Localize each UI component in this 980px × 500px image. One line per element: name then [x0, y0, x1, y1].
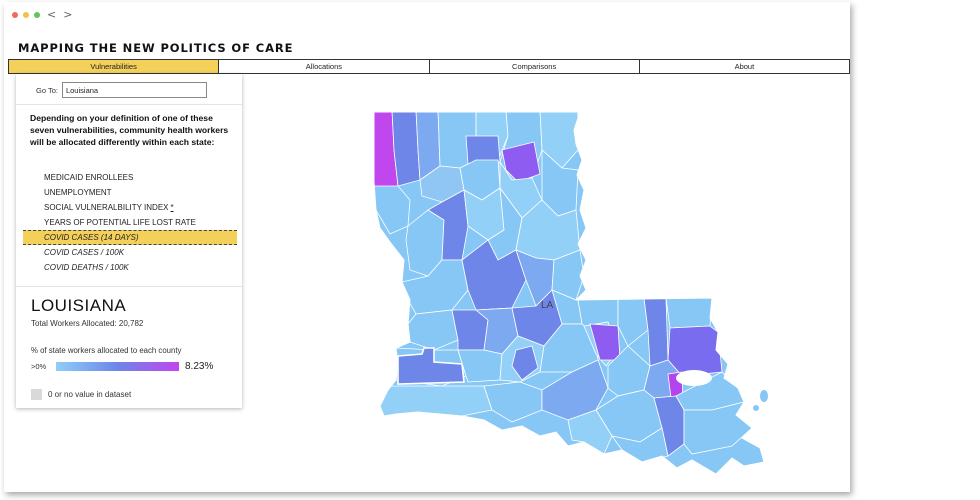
asterisk-info-icon[interactable]: * [170, 203, 174, 212]
vulnerability-covid-deaths-per-100k[interactable]: COVID DEATHS / 100K [23, 260, 237, 275]
state-outline [373, 111, 765, 475]
legend-gradient-bar [56, 362, 179, 371]
island-shape [760, 390, 768, 402]
no-data-legend: 0 or no value in dataset [31, 389, 131, 400]
divider [16, 104, 242, 105]
vulnerability-label: COVID CASES / 100K [44, 248, 125, 257]
vulnerability-covid-cases-14-days[interactable]: COVID CASES (14 DAYS) [23, 230, 237, 245]
parish-shape[interactable] [511, 345, 539, 381]
vulnerability-label: MEDICAID ENROLLEES [44, 173, 134, 182]
vulnerability-label: SOCIAL VULNERALBILITY INDEX [44, 203, 169, 212]
parish-shape[interactable] [539, 110, 579, 169]
legend: >0% 8.23% [31, 361, 213, 372]
vulnerability-unemployment[interactable]: UNEMPLOYMENT [23, 185, 237, 200]
back-arrow-icon[interactable]: < [47, 8, 57, 21]
intro-text: Depending on your definition of one of t… [30, 113, 229, 147]
goto-row: Go To: [36, 82, 207, 98]
minimize-window-icon[interactable] [23, 12, 29, 18]
goto-label: Go To: [36, 85, 58, 95]
vulnerability-label: YEARS OF POTENTIAL LIFE LOST RATE [44, 218, 196, 227]
vulnerability-medicaid-enrollees[interactable]: MEDICAID ENROLLEES [23, 170, 237, 185]
tab-vulnerabilities[interactable]: Vulnerabilities [9, 60, 220, 73]
parish-shape[interactable] [427, 189, 469, 261]
legend-max-label: 8.23% [185, 361, 214, 372]
parish-shape[interactable] [551, 249, 585, 301]
divider [16, 286, 242, 287]
louisiana-parish-map[interactable] [372, 110, 772, 482]
control-panel: Go To: Depending on your definition of o… [16, 74, 242, 408]
no-data-swatch [31, 389, 42, 400]
close-window-icon[interactable] [12, 12, 18, 18]
vulnerability-label: UNEMPLOYMENT [44, 188, 112, 197]
tab-about[interactable]: About [734, 62, 755, 71]
vulnerability-covid-cases-per-100k[interactable]: COVID CASES / 100K [23, 245, 237, 260]
no-data-label: 0 or no value in dataset [48, 390, 132, 399]
state-abbreviation-label: LA [541, 300, 554, 311]
island-shape [753, 405, 759, 411]
site-title: MAPPING THE NEW POLITICS OF CARE [18, 41, 294, 55]
state-name: LOUISIANA [31, 296, 127, 315]
window-controls: < > [12, 8, 72, 22]
tab-comparisons[interactable]: Comparisons [430, 60, 640, 73]
vulnerability-years-of-potential-life-lost[interactable]: YEARS OF POTENTIAL LIFE LOST RATE [23, 215, 237, 230]
goto-input[interactable] [61, 82, 207, 98]
vulnerability-list: MEDICAID ENROLLEES UNEMPLOYMENT SOCIAL V… [23, 170, 237, 275]
parish-shape[interactable] [665, 297, 713, 329]
parish-shape[interactable] [397, 347, 465, 385]
vulnerability-label: COVID DEATHS / 100K [44, 263, 129, 272]
vulnerability-social-vulnerability-index[interactable]: SOCIAL VULNERALBILITY INDEX * [23, 200, 237, 215]
tab-allocations[interactable]: Allocations [219, 60, 430, 73]
parish-shape[interactable] [372, 185, 411, 235]
parish-shape[interactable] [372, 385, 493, 419]
parish-shape[interactable] [541, 359, 609, 421]
parish-shape[interactable] [683, 401, 753, 455]
total-workers-text: Total Workers Allocated: 20,782 [31, 319, 144, 328]
legend-title: % of state workers allocated to each cou… [31, 346, 182, 355]
legend-min-label: >0% [31, 362, 47, 371]
main-tabs: Vulnerabilities Allocations Comparisons … [8, 59, 850, 74]
maximize-window-icon[interactable] [34, 12, 40, 18]
forward-arrow-icon[interactable]: > [63, 8, 73, 21]
parish-shape[interactable] [667, 325, 723, 377]
vulnerability-label: COVID CASES (14 DAYS) [44, 233, 139, 242]
lake-pontchartrain [676, 370, 712, 386]
